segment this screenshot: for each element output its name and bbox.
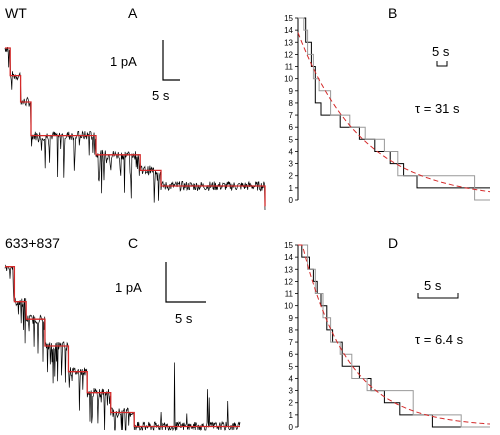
y-tick-label: 6 <box>289 123 294 132</box>
tau-d: τ = 6.4 s <box>415 332 464 347</box>
y-tick-label: 2 <box>289 399 294 408</box>
y-tick-label: 12 <box>284 277 293 286</box>
label-b: B <box>388 5 397 21</box>
scale-bar-a-current-label: 1 pA <box>110 54 137 69</box>
y-tick-label: 7 <box>289 111 294 120</box>
scale-bar-c-time-label: 5 s <box>175 311 193 326</box>
idealized-step-trace <box>5 266 240 428</box>
exponential-fit-line <box>297 32 491 193</box>
y-tick-label: 11 <box>285 63 294 72</box>
y-tick-label: 4 <box>289 374 294 383</box>
y-tick-label: 10 <box>284 302 293 311</box>
y-tick-label: 12 <box>284 50 293 59</box>
panel-c-trace <box>4 264 241 432</box>
y-tick-label: 9 <box>289 87 294 96</box>
scale-bar-b <box>436 61 448 67</box>
label-c: C <box>128 235 138 251</box>
y-tick-label: 15 <box>284 241 293 250</box>
y-tick-label: 5 <box>289 362 294 371</box>
y-tick-label: 7 <box>289 338 294 347</box>
y-tick-label: 13 <box>284 38 293 47</box>
scale-bar-c-current-label: 1 pA <box>115 280 142 295</box>
y-tick-label: 5 <box>289 135 294 144</box>
scale-bar-b-time-label: 5 s <box>432 44 450 59</box>
tau-b: τ = 31 s <box>415 101 460 116</box>
y-tick-label: 9 <box>289 314 294 323</box>
y-tick-label: 0 <box>289 196 294 205</box>
y-tick-label: 10 <box>284 75 293 84</box>
raw-current-trace <box>4 264 241 432</box>
y-tick-label: 13 <box>284 265 293 274</box>
y-tick-label: 3 <box>289 387 294 396</box>
label-d: D <box>388 235 398 251</box>
y-tick-label: 14 <box>284 26 293 35</box>
survival-step-line <box>298 17 490 201</box>
y-tick-label: 11 <box>285 290 294 299</box>
y-tick-label: 1 <box>289 184 294 193</box>
scale-bar-a <box>162 40 180 81</box>
exponential-fit-line <box>298 244 491 425</box>
y-tick-label: 6 <box>289 350 294 359</box>
y-tick-label: 1 <box>289 411 294 420</box>
y-tick-label: 0 <box>289 423 294 432</box>
y-tick-label: 15 <box>284 14 293 23</box>
y-tick-label: 3 <box>289 160 294 169</box>
idealized-step-trace <box>5 47 266 207</box>
y-tick-label: 2 <box>289 172 294 181</box>
scale-bar-a-time-label: 5 s <box>152 88 170 103</box>
y-tick-label: 8 <box>289 326 294 335</box>
label-mutant: 633+837 <box>5 235 60 251</box>
y-tick-label: 14 <box>284 253 293 262</box>
label-a: A <box>128 5 138 21</box>
scale-bar-d-time-label: 5 s <box>424 278 442 293</box>
scale-bar-d <box>417 293 459 299</box>
panel-a-trace <box>4 47 266 211</box>
y-tick-label: 8 <box>289 99 294 108</box>
y-tick-label: 4 <box>289 147 294 156</box>
scale-bar-c <box>165 262 206 303</box>
label-wt: WT <box>5 5 27 21</box>
